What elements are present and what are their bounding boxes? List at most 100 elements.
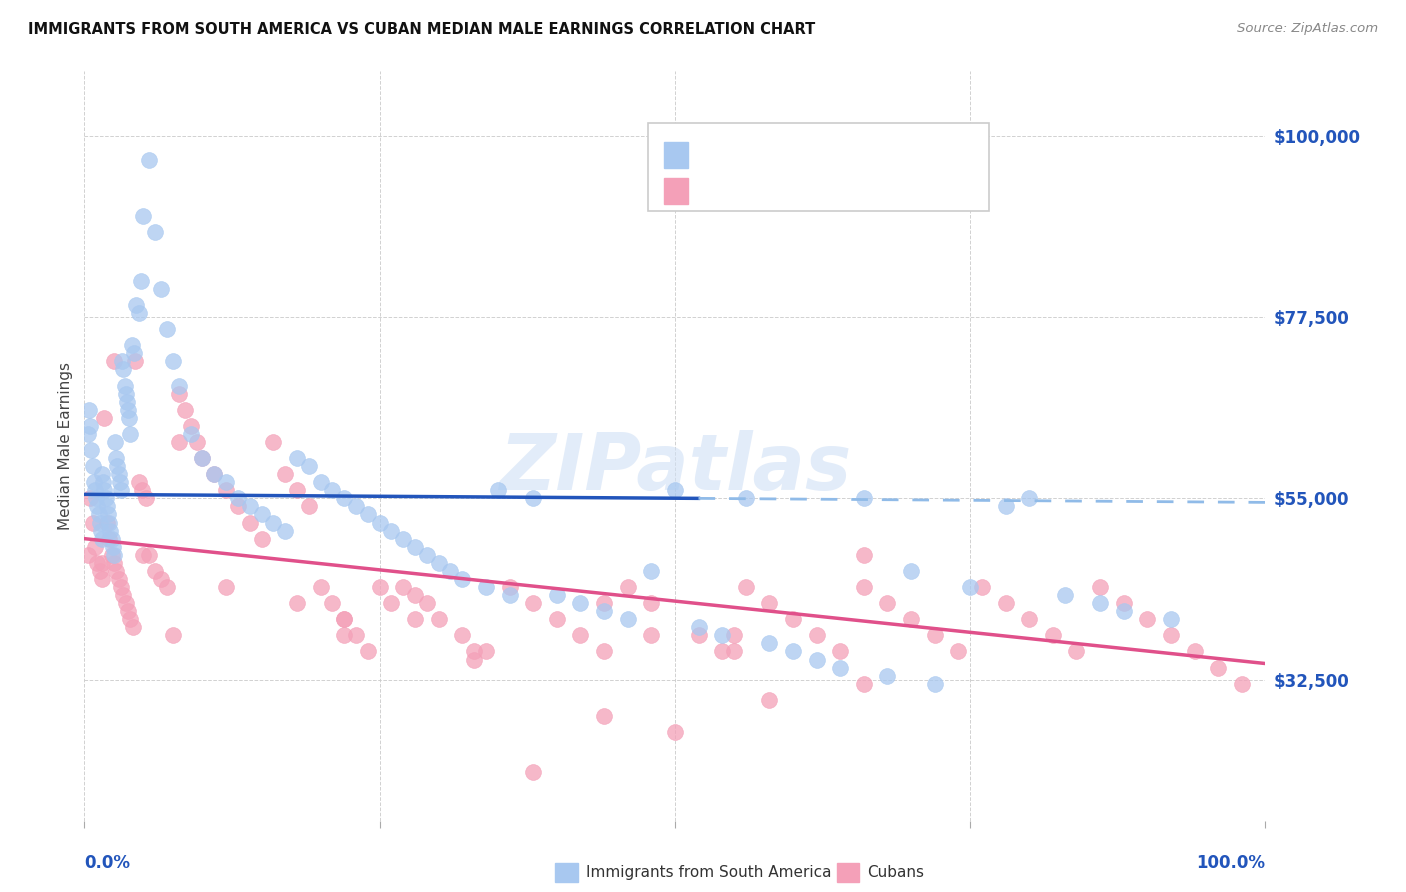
Point <box>723 644 745 658</box>
Point <box>876 596 898 610</box>
Point <box>107 459 129 474</box>
Point <box>239 500 262 514</box>
Point <box>202 467 225 482</box>
Point <box>156 322 179 336</box>
Point <box>416 548 439 562</box>
Point <box>1230 676 1253 690</box>
Point <box>498 580 520 594</box>
Point <box>994 596 1017 610</box>
Point <box>900 612 922 626</box>
Point <box>156 580 179 594</box>
Point <box>640 628 662 642</box>
Point <box>215 580 238 594</box>
Text: R =  0.011: R = 0.011 <box>693 146 790 164</box>
Point <box>876 668 898 682</box>
Point <box>82 516 104 530</box>
Point <box>98 532 121 546</box>
Point <box>321 483 343 498</box>
Point <box>77 548 100 562</box>
Point <box>1018 612 1040 626</box>
Point <box>616 612 638 626</box>
Y-axis label: Median Male Earnings: Median Male Earnings <box>58 362 73 530</box>
Point <box>100 532 122 546</box>
Point <box>593 596 616 610</box>
Point <box>143 226 166 240</box>
Point <box>830 644 852 658</box>
Point <box>948 644 970 658</box>
Point <box>98 516 121 530</box>
Point <box>368 516 391 530</box>
Point <box>569 628 592 642</box>
Point <box>103 548 125 562</box>
Point <box>924 628 946 642</box>
Point <box>593 604 616 618</box>
Point <box>593 709 616 723</box>
Point <box>128 306 150 320</box>
Point <box>285 451 308 466</box>
Point <box>1042 628 1064 642</box>
Point <box>138 548 160 562</box>
Point <box>498 588 520 602</box>
Point <box>274 524 297 538</box>
Point <box>852 676 875 690</box>
Point <box>734 491 756 506</box>
Point <box>711 628 734 642</box>
Point <box>129 274 152 288</box>
Point <box>1066 644 1088 658</box>
Point <box>114 378 136 392</box>
Point <box>806 652 828 666</box>
Point <box>117 604 139 618</box>
Point <box>522 765 544 780</box>
Point <box>522 491 544 506</box>
Point <box>112 362 135 376</box>
Point <box>94 491 117 506</box>
Point <box>806 628 828 642</box>
Point <box>380 596 402 610</box>
Point <box>105 451 128 466</box>
Point <box>852 491 875 506</box>
Point <box>107 467 129 482</box>
Point <box>97 508 120 522</box>
Point <box>191 451 214 466</box>
Point <box>93 410 115 425</box>
Point <box>162 628 184 642</box>
Point <box>1088 596 1111 610</box>
Point <box>285 483 308 498</box>
Point <box>1112 596 1135 610</box>
Point <box>96 516 118 530</box>
Point <box>167 434 190 449</box>
Point <box>262 516 284 530</box>
Point <box>77 426 100 441</box>
Point <box>114 386 136 401</box>
Point <box>1088 580 1111 594</box>
Point <box>451 628 474 642</box>
Point <box>124 354 146 368</box>
Point <box>226 500 249 514</box>
Point <box>150 282 173 296</box>
Point <box>1136 612 1159 626</box>
Point <box>404 540 426 554</box>
Point <box>80 443 103 458</box>
Point <box>93 483 115 498</box>
Point <box>404 612 426 626</box>
Point <box>782 644 804 658</box>
Text: Source: ZipAtlas.com: Source: ZipAtlas.com <box>1237 22 1378 36</box>
Point <box>616 580 638 594</box>
Point <box>900 564 922 578</box>
Point <box>110 580 132 594</box>
Point <box>91 556 114 570</box>
Point <box>664 483 686 498</box>
Point <box>167 386 190 401</box>
Point <box>309 475 332 490</box>
Point <box>87 508 110 522</box>
Point <box>970 580 993 594</box>
Point <box>125 298 148 312</box>
Point <box>852 580 875 594</box>
Point <box>852 548 875 562</box>
Point <box>82 459 104 474</box>
Point <box>89 516 111 530</box>
Point <box>98 524 121 538</box>
Point <box>91 532 114 546</box>
Point <box>122 346 145 360</box>
Point <box>91 475 114 490</box>
